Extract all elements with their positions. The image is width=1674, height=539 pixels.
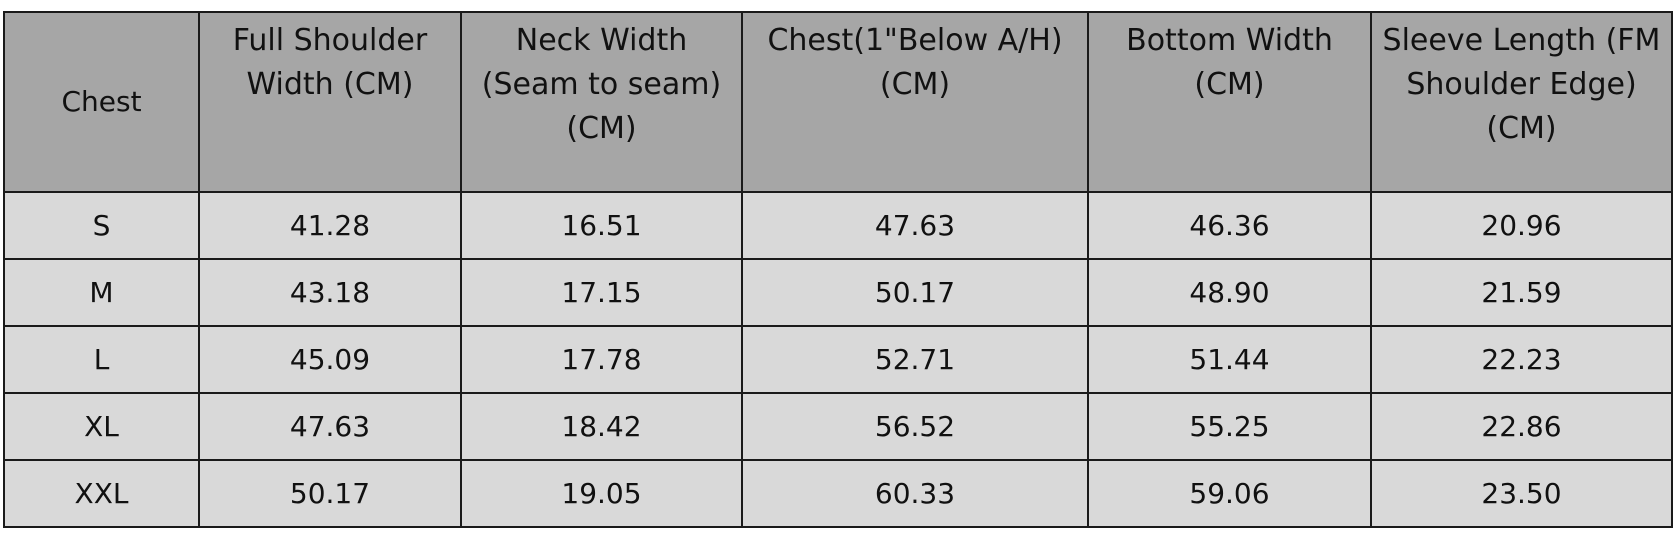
header-cell: Chest: [3, 11, 200, 193]
measure-cell: 45.09: [198, 325, 462, 394]
measure-cell: 20.96: [1370, 191, 1673, 260]
header-line: (CM): [1194, 67, 1265, 102]
measure-cell: 21.59: [1370, 258, 1673, 327]
header-line: Chest(1"Below A/H): [767, 23, 1063, 58]
measure-cell: 56.52: [741, 392, 1089, 461]
header-line: (CM): [566, 111, 637, 146]
header-row: Chest Full Shoulder Width (CM) Neck Width (S…: [3, 11, 1673, 193]
measure-cell: 48.90: [1087, 258, 1372, 327]
table-row: XL 47.63 18.42 56.52 55.25 22.86: [3, 392, 1673, 461]
header-line: Chest: [61, 85, 142, 118]
header-line: Bottom Width: [1126, 23, 1333, 58]
measure-cell: 50.17: [741, 258, 1089, 327]
measure-cell: 23.50: [1370, 459, 1673, 528]
table-row: L 45.09 17.78 52.71 51.44 22.23: [3, 325, 1673, 394]
size-cell: M: [3, 258, 200, 327]
header-cell: Bottom Width (CM): [1087, 11, 1372, 193]
header-cell: Sleeve Length (FM Shoulder Edge) (CM): [1370, 11, 1673, 193]
measure-cell: 51.44: [1087, 325, 1372, 394]
measure-cell: 22.86: [1370, 392, 1673, 461]
table-body: S 41.28 16.51 47.63 46.36 20.96 M 43.18 17.15 50.…: [3, 191, 1673, 528]
measure-cell: 22.23: [1370, 325, 1673, 394]
measure-cell: 17.15: [460, 258, 743, 327]
measure-cell: 18.42: [460, 392, 743, 461]
measure-cell: 46.36: [1087, 191, 1372, 260]
header-line: Full Shoulder: [232, 23, 428, 58]
table-row: XXL 50.17 19.05 60.33 59.06 23.50: [3, 459, 1673, 528]
header-cell: Full Shoulder Width (CM): [198, 11, 462, 193]
measure-cell: 47.63: [741, 191, 1089, 260]
header-cell: Chest(1"Below A/H) (CM): [741, 11, 1089, 193]
header-line: Sleeve Length (FM: [1382, 23, 1661, 58]
size-cell: XXL: [3, 459, 200, 528]
table-row: S 41.28 16.51 47.63 46.36 20.96: [3, 191, 1673, 260]
measure-cell: 52.71: [741, 325, 1089, 394]
measure-cell: 43.18: [198, 258, 462, 327]
header-cell: Neck Width (Seam to seam) (CM): [460, 11, 743, 193]
size-cell: L: [3, 325, 200, 394]
header-line: Shoulder Edge): [1406, 67, 1637, 102]
header-line: (Seam to seam): [481, 67, 722, 102]
measure-cell: 47.63: [198, 392, 462, 461]
size-table: Chest Full Shoulder Width (CM) Neck Width (S…: [3, 11, 1673, 528]
measure-cell: 41.28: [198, 191, 462, 260]
measure-cell: 19.05: [460, 459, 743, 528]
measure-cell: 55.25: [1087, 392, 1372, 461]
measure-cell: 60.33: [741, 459, 1089, 528]
measure-cell: 16.51: [460, 191, 743, 260]
header-line: (CM): [879, 67, 951, 102]
header-line: Width (CM): [246, 67, 414, 102]
table-row: M 43.18 17.15 50.17 48.90 21.59: [3, 258, 1673, 327]
size-cell: XL: [3, 392, 200, 461]
measure-cell: 17.78: [460, 325, 743, 394]
header-line: (CM): [1486, 111, 1557, 146]
measure-cell: 50.17: [198, 459, 462, 528]
measure-cell: 59.06: [1087, 459, 1372, 528]
size-cell: S: [3, 191, 200, 260]
header-line: Neck Width: [515, 23, 688, 58]
